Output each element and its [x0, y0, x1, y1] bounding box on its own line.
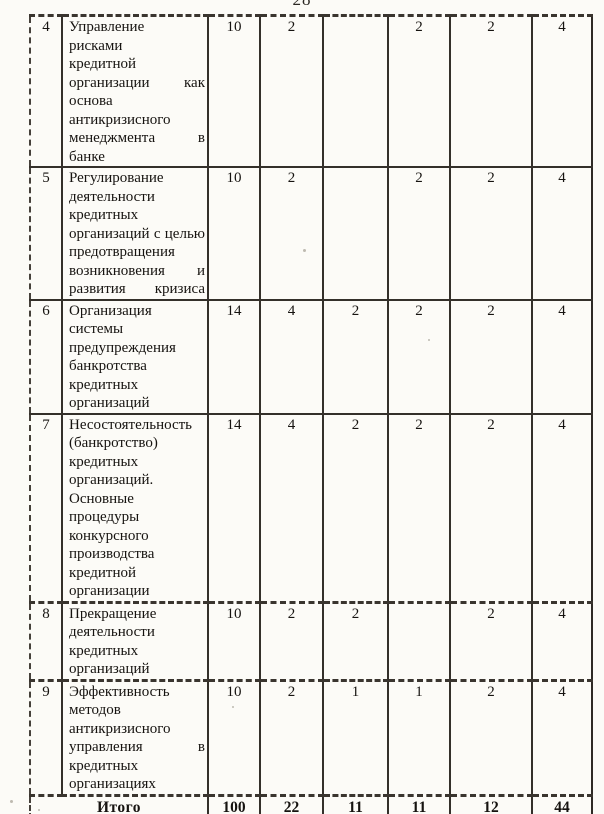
table-row: 8 Прекращение деятельности кредитных орг…	[29, 600, 593, 681]
hours-cell: 10	[207, 166, 261, 301]
row-number-cell: 8	[29, 600, 63, 681]
hours-cell: 10	[207, 14, 261, 168]
page-number-text: 28	[293, 0, 312, 9]
hours-cell: 2	[259, 14, 324, 168]
hours-cell: 2	[387, 412, 451, 603]
hours-cell: 2	[387, 166, 451, 301]
hours-cell: 14	[207, 412, 261, 603]
hours-cell: 10	[207, 678, 261, 796]
scan-noise-speck	[38, 809, 40, 811]
hours-cell: 4	[259, 298, 324, 415]
scan-noise-speck	[10, 800, 13, 803]
hours-cell: 4	[259, 412, 324, 603]
total-hours-cell: 44	[531, 793, 593, 814]
hours-cell: 10	[207, 600, 261, 681]
table-footer: Итого 100 22 11 11 12 44	[29, 793, 593, 814]
table-row: 7 Несостоятельность (банкротство) кредит…	[29, 412, 593, 603]
course-hours-table: 4 Управление рисками кредитной организац…	[29, 14, 593, 814]
total-hours-cell: 12	[449, 793, 533, 814]
topic-cell: Организация системы предупреждения банкр…	[61, 298, 209, 415]
hours-cell: 2	[449, 600, 533, 681]
topic-cell: Несостоятельность (банкротство) кредитны…	[61, 412, 209, 603]
topic-cell: Эффективность методов антикризисного упр…	[61, 678, 209, 796]
hours-cell: 2	[449, 678, 533, 796]
hours-cell: 2	[449, 412, 533, 603]
row-number-cell: 4	[29, 14, 63, 168]
hours-cell: 2	[322, 600, 389, 681]
scan-noise-speck	[428, 339, 430, 341]
topic-cell: Регулирование деятельности кредитных орг…	[61, 166, 209, 301]
row-number-cell: 6	[29, 298, 63, 415]
hours-cell: 4	[531, 298, 593, 415]
page-number: 28	[0, 0, 604, 10]
hours-cell: 2	[259, 166, 324, 301]
scan-noise-speck	[232, 706, 234, 708]
hours-cell: 4	[531, 678, 593, 796]
hours-cell: 1	[387, 678, 451, 796]
total-hours-cell: 22	[259, 793, 324, 814]
row-number-cell: 7	[29, 412, 63, 603]
hours-cell	[322, 14, 389, 168]
total-hours-cell: 11	[322, 793, 389, 814]
hours-cell: 2	[259, 678, 324, 796]
scan-noise-speck	[303, 249, 306, 252]
hours-cell: 2	[449, 298, 533, 415]
hours-cell	[387, 600, 451, 681]
hours-cell: 2	[387, 298, 451, 415]
total-hours-cell: 100	[207, 793, 261, 814]
hours-cell: 2	[322, 412, 389, 603]
row-number-cell: 5	[29, 166, 63, 301]
hours-cell: 4	[531, 600, 593, 681]
hours-cell: 4	[531, 412, 593, 603]
table-row: 9 Эффективность методов антикризисного у…	[29, 678, 593, 796]
hours-cell: 2	[322, 298, 389, 415]
hours-cell: 2	[387, 14, 451, 168]
table-row: 6 Организация системы предупреждения бан…	[29, 298, 593, 415]
topic-cell: Управление рисками кредитной организации…	[61, 14, 209, 168]
hours-cell	[322, 166, 389, 301]
table-row: 5 Регулирование деятельности кредитных о…	[29, 166, 593, 301]
hours-cell: 4	[531, 166, 593, 301]
hours-cell: 2	[449, 14, 533, 168]
total-row: Итого 100 22 11 11 12 44	[29, 793, 593, 814]
total-hours-cell: 11	[387, 793, 451, 814]
table-rows: 4 Управление рисками кредитной организац…	[29, 14, 593, 796]
total-label: Итого	[29, 793, 209, 814]
hours-cell: 2	[259, 600, 324, 681]
table-row: 4 Управление рисками кредитной организац…	[29, 14, 593, 168]
hours-cell: 4	[531, 14, 593, 168]
hours-cell: 14	[207, 298, 261, 415]
topic-cell: Прекращение деятельности кредитных орган…	[61, 600, 209, 681]
hours-cell: 2	[449, 166, 533, 301]
hours-cell: 1	[322, 678, 389, 796]
row-number-cell: 9	[29, 678, 63, 796]
